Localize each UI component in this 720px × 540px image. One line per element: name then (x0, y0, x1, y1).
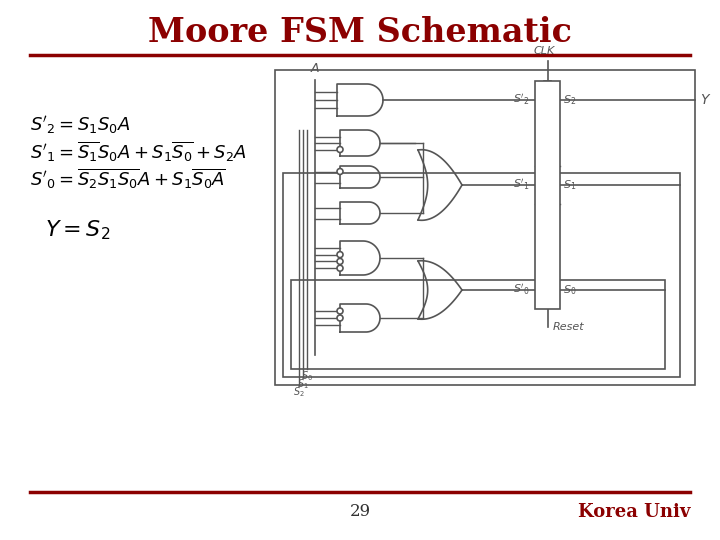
Bar (535, 81, 560, 309)
Bar (291, 280, 665, 369)
Text: CLK: CLK (534, 46, 555, 56)
Text: $S_2$: $S_2$ (563, 93, 576, 107)
Text: $S'_2 = S_1 S_0 A$: $S'_2 = S_1 S_0 A$ (30, 114, 130, 136)
Circle shape (337, 259, 343, 265)
Circle shape (337, 315, 343, 321)
Text: Reset: Reset (552, 322, 584, 332)
Text: 29: 29 (349, 503, 371, 521)
Text: Korea Univ: Korea Univ (577, 503, 690, 521)
Text: $S_0$: $S_0$ (563, 283, 577, 297)
Text: $S'_0 = \overline{S_2 S_1}\overline{S_0}A + S_1\overline{S_0 A}$: $S'_0 = \overline{S_2 S_1}\overline{S_0}… (30, 167, 226, 191)
Circle shape (337, 308, 343, 314)
Text: $S'_0$: $S'_0$ (513, 282, 530, 298)
Text: Y: Y (700, 93, 708, 107)
Text: $S_1$: $S_1$ (297, 377, 309, 391)
Text: $S_1$: $S_1$ (563, 178, 576, 192)
Text: $S'_1$: $S'_1$ (513, 178, 530, 192)
Text: $Y = S_2$: $Y = S_2$ (45, 218, 110, 242)
Text: $S'_2$: $S'_2$ (513, 92, 530, 107)
Polygon shape (544, 81, 552, 91)
Bar (275, 70, 695, 385)
Circle shape (337, 146, 343, 152)
Text: A: A (311, 62, 319, 75)
Text: $S_2$: $S_2$ (293, 385, 305, 399)
Text: Moore FSM Schematic: Moore FSM Schematic (148, 16, 572, 49)
Bar (283, 173, 680, 377)
Circle shape (337, 168, 343, 174)
Circle shape (337, 265, 343, 271)
Circle shape (337, 252, 343, 258)
Text: $S'_1 = \overline{S_1}S_0 A + S_1\overline{S_0} + S_2 A$: $S'_1 = \overline{S_1}S_0 A + S_1\overli… (30, 140, 247, 164)
Text: $S_0$: $S_0$ (301, 369, 313, 383)
